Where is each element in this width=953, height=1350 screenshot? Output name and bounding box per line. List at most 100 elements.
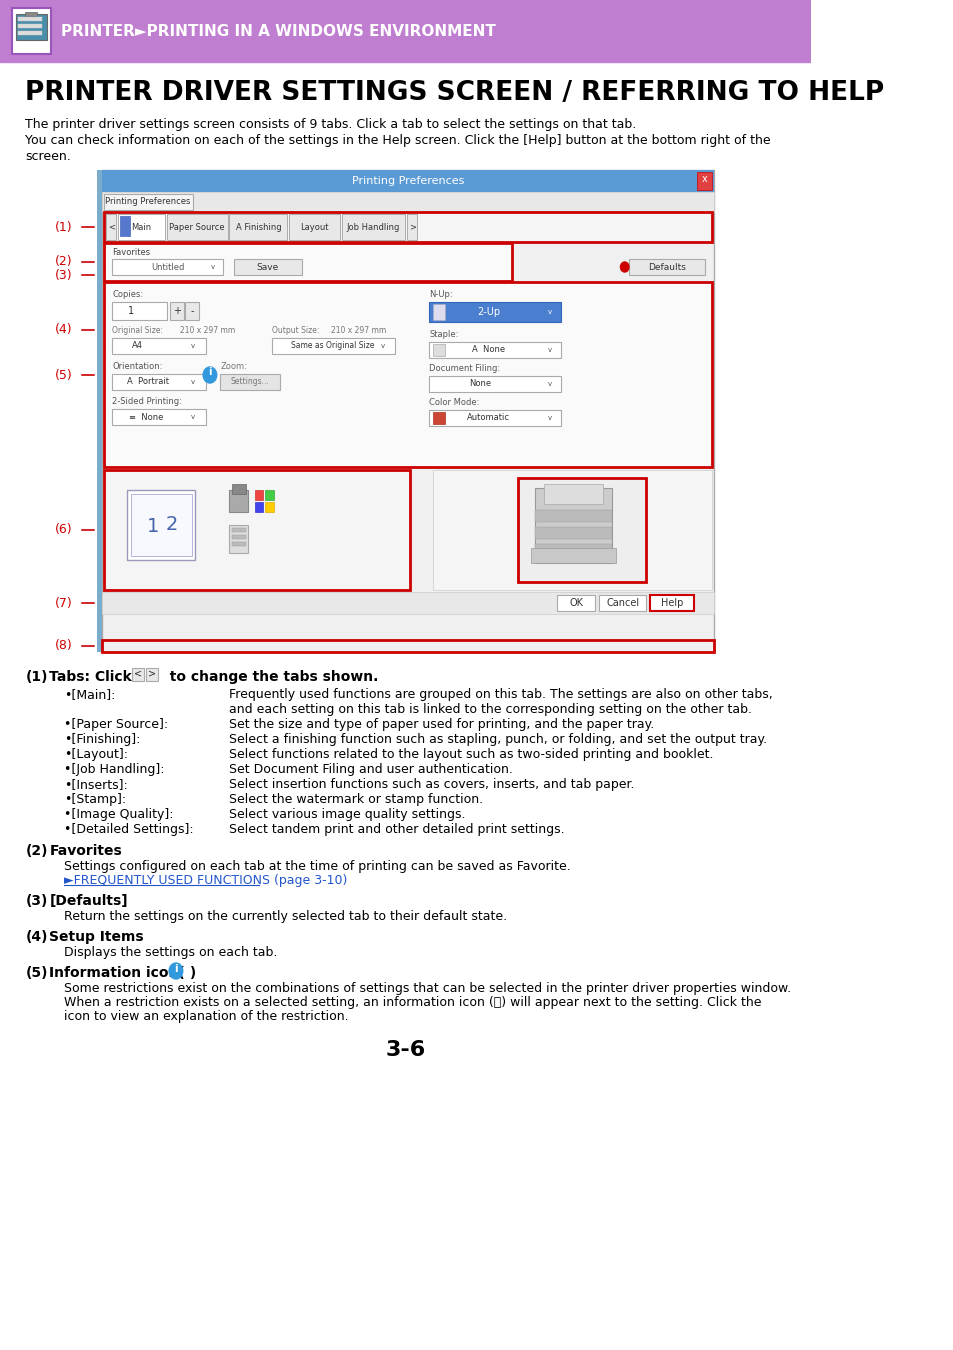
Text: (4): (4) xyxy=(55,324,72,336)
Circle shape xyxy=(169,963,183,979)
Text: Select functions related to the layout such as two-sided printing and booklet.: Select functions related to the layout s… xyxy=(230,748,713,761)
Text: Zoom:: Zoom: xyxy=(220,362,247,371)
Text: Layout: Layout xyxy=(300,223,329,231)
Text: •[Main]:: •[Main]: xyxy=(64,688,115,701)
Bar xyxy=(535,526,611,539)
Text: Job Handling: Job Handling xyxy=(347,223,400,231)
Text: PRINTER►PRINTING IN A WINDOWS ENVIRONMENT: PRINTER►PRINTING IN A WINDOWS ENVIRONMEN… xyxy=(61,23,496,39)
Text: (5): (5) xyxy=(55,369,73,382)
Bar xyxy=(535,487,611,563)
Bar xyxy=(429,342,560,358)
Text: v: v xyxy=(547,414,552,421)
Text: 210 x 297 mm: 210 x 297 mm xyxy=(180,325,235,335)
Bar xyxy=(128,490,195,560)
Text: A  Portrait: A Portrait xyxy=(128,378,170,386)
Bar xyxy=(26,12,37,16)
Text: A  None: A None xyxy=(472,346,505,355)
Text: Main: Main xyxy=(132,223,152,231)
Text: You can check information on each of the settings in the Help screen. Click the : You can check information on each of the… xyxy=(26,134,770,147)
Bar xyxy=(598,595,645,612)
Text: OK: OK xyxy=(569,598,582,608)
Text: •[Job Handling]:: •[Job Handling]: xyxy=(64,763,164,776)
Text: Document Filing:: Document Filing: xyxy=(429,364,499,373)
Text: Setup Items: Setup Items xyxy=(50,930,144,944)
Text: v: v xyxy=(547,347,552,352)
Bar xyxy=(102,593,713,614)
Circle shape xyxy=(203,367,216,383)
Bar xyxy=(112,259,222,275)
Bar xyxy=(265,490,274,500)
Text: Save: Save xyxy=(256,262,278,271)
Bar xyxy=(535,544,611,556)
Bar xyxy=(11,8,51,54)
Bar xyxy=(102,170,713,192)
Text: v: v xyxy=(547,309,552,315)
Text: Staple:: Staple: xyxy=(429,329,458,339)
Text: Cancel: Cancel xyxy=(606,598,639,608)
Bar xyxy=(118,215,165,240)
Bar xyxy=(697,171,712,190)
Text: v: v xyxy=(547,381,552,387)
Text: Favorites: Favorites xyxy=(112,248,151,256)
Text: Help: Help xyxy=(660,598,682,608)
Text: to change the tabs shown.: to change the tabs shown. xyxy=(159,670,377,684)
Bar xyxy=(97,170,102,652)
Bar xyxy=(432,344,444,356)
Text: (3): (3) xyxy=(55,269,72,282)
Text: (2): (2) xyxy=(26,844,48,859)
Text: 1: 1 xyxy=(147,517,159,536)
Text: v: v xyxy=(191,379,194,385)
Text: (2): (2) xyxy=(55,255,72,269)
Bar xyxy=(170,302,183,320)
Bar xyxy=(233,259,301,275)
Text: Untitled: Untitled xyxy=(151,262,184,271)
Bar xyxy=(341,215,405,240)
Text: Select insertion functions such as covers, inserts, and tab paper.: Select insertion functions such as cover… xyxy=(230,778,635,791)
Text: Output Size:: Output Size: xyxy=(272,325,319,335)
Text: Set Document Filing and user authentication.: Set Document Filing and user authenticat… xyxy=(230,763,513,776)
Text: Frequently used functions are grouped on this tab. The settings are also on othe: Frequently used functions are grouped on… xyxy=(230,688,773,701)
Bar xyxy=(265,502,274,512)
Circle shape xyxy=(619,262,628,271)
Text: Settings configured on each tab at the time of printing can be saved as Favorite: Settings configured on each tab at the t… xyxy=(64,860,570,873)
Text: Original Size:: Original Size: xyxy=(112,325,163,335)
Text: N-Up:: N-Up: xyxy=(429,290,453,298)
Text: i: i xyxy=(208,367,212,377)
Bar xyxy=(167,215,228,240)
Text: (4): (4) xyxy=(26,930,48,944)
Text: •[Inserts]:: •[Inserts]: xyxy=(64,778,128,791)
Text: <: < xyxy=(133,670,142,679)
Text: <: < xyxy=(108,223,114,231)
Bar xyxy=(531,548,616,563)
Text: screen.: screen. xyxy=(26,150,71,163)
Bar xyxy=(112,302,168,320)
Bar xyxy=(220,374,279,390)
Text: •[Stamp]:: •[Stamp]: xyxy=(64,792,126,806)
Text: Defaults: Defaults xyxy=(648,262,685,271)
Bar xyxy=(254,502,263,512)
Bar xyxy=(112,409,206,425)
Text: Tabs: Click: Tabs: Click xyxy=(50,670,137,684)
Text: 2-Sided Printing:: 2-Sided Printing: xyxy=(112,397,182,406)
Text: Select the watermark or stamp function.: Select the watermark or stamp function. xyxy=(230,792,483,806)
Text: Favorites: Favorites xyxy=(50,844,122,859)
Bar xyxy=(112,338,206,354)
Text: Displays the settings on each tab.: Displays the settings on each tab. xyxy=(64,946,276,958)
Bar xyxy=(232,541,245,545)
Text: v: v xyxy=(380,343,384,350)
Text: Color Mode:: Color Mode: xyxy=(429,398,479,406)
Bar xyxy=(230,490,248,512)
Bar xyxy=(102,170,713,640)
Bar xyxy=(232,485,245,494)
Bar xyxy=(232,535,245,539)
Bar xyxy=(407,215,416,240)
Text: 2-Up: 2-Up xyxy=(476,306,499,317)
Text: 1: 1 xyxy=(128,306,133,316)
Text: Some restrictions exist on the combinations of settings that can be selected in : Some restrictions exist on the combinati… xyxy=(64,981,790,995)
Text: Settings...: Settings... xyxy=(231,378,269,386)
Text: Automatic: Automatic xyxy=(467,413,510,423)
Text: When a restriction exists on a selected setting, an information icon (ⓘ) will ap: When a restriction exists on a selected … xyxy=(64,996,760,1008)
Text: ►FREQUENTLY USED FUNCTIONS (page 3-10): ►FREQUENTLY USED FUNCTIONS (page 3-10) xyxy=(64,873,347,887)
Bar xyxy=(146,668,158,680)
Text: Copies:: Copies: xyxy=(112,290,143,298)
